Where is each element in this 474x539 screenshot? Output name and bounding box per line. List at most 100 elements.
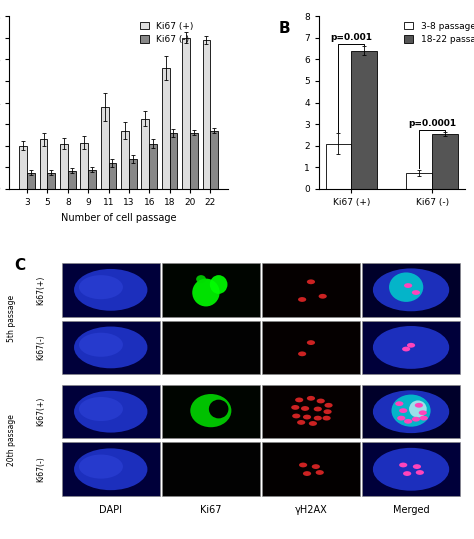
Circle shape	[402, 347, 410, 351]
Circle shape	[412, 290, 420, 295]
Circle shape	[323, 409, 332, 414]
Circle shape	[397, 416, 405, 420]
Bar	[262, 443, 360, 496]
Ellipse shape	[373, 448, 449, 490]
Circle shape	[303, 414, 311, 419]
Bar	[362, 263, 460, 316]
Bar	[141, 119, 149, 189]
Circle shape	[299, 462, 307, 467]
Circle shape	[312, 464, 320, 469]
Circle shape	[292, 413, 301, 418]
Bar	[162, 385, 260, 438]
Circle shape	[295, 397, 303, 402]
Circle shape	[395, 401, 403, 406]
Circle shape	[419, 416, 428, 420]
Circle shape	[413, 464, 421, 469]
Ellipse shape	[209, 399, 228, 418]
Bar	[121, 130, 129, 189]
Ellipse shape	[192, 279, 219, 307]
Bar	[68, 170, 75, 189]
Bar	[162, 443, 260, 496]
Bar	[129, 158, 137, 189]
Bar	[149, 143, 157, 189]
Circle shape	[307, 340, 315, 345]
Circle shape	[317, 398, 325, 403]
Text: Merged: Merged	[393, 506, 429, 515]
Circle shape	[307, 279, 315, 284]
Bar	[351, 51, 377, 189]
Bar	[406, 172, 432, 189]
Ellipse shape	[74, 327, 147, 368]
Circle shape	[291, 405, 300, 410]
Bar	[109, 163, 116, 189]
Circle shape	[407, 343, 415, 348]
Text: Ki67: Ki67	[200, 506, 221, 515]
Bar	[162, 68, 170, 189]
Circle shape	[307, 396, 315, 400]
Circle shape	[412, 417, 420, 421]
Circle shape	[416, 470, 424, 475]
X-axis label: Number of cell passage: Number of cell passage	[61, 212, 176, 223]
Bar	[362, 321, 460, 374]
Bar	[162, 263, 260, 316]
Text: Ki67(-): Ki67(-)	[36, 457, 45, 482]
Ellipse shape	[373, 390, 449, 433]
Text: 5th passage: 5th passage	[7, 295, 16, 342]
Ellipse shape	[373, 268, 449, 311]
Bar	[62, 443, 160, 496]
Bar	[182, 38, 190, 189]
Bar	[432, 134, 458, 189]
Bar	[162, 321, 260, 374]
Ellipse shape	[74, 448, 147, 490]
Bar	[88, 169, 96, 189]
Bar	[362, 443, 460, 496]
Bar	[27, 172, 35, 189]
Ellipse shape	[74, 269, 147, 310]
Circle shape	[298, 351, 306, 356]
Circle shape	[404, 419, 412, 424]
Ellipse shape	[190, 394, 231, 427]
Bar	[40, 139, 47, 189]
Bar	[170, 133, 177, 189]
Ellipse shape	[196, 275, 206, 283]
Text: 20th passage: 20th passage	[7, 414, 16, 466]
Text: B: B	[278, 22, 290, 36]
Bar	[101, 107, 109, 189]
Text: C: C	[14, 258, 25, 273]
Text: DAPI: DAPI	[99, 506, 122, 515]
Bar	[202, 40, 210, 189]
Text: γH2AX: γH2AX	[294, 506, 328, 515]
Circle shape	[309, 421, 317, 426]
Circle shape	[314, 416, 322, 420]
Circle shape	[399, 408, 407, 413]
Ellipse shape	[79, 454, 123, 479]
Circle shape	[314, 406, 322, 411]
Circle shape	[415, 403, 423, 407]
Circle shape	[322, 416, 331, 420]
Circle shape	[316, 470, 324, 475]
Circle shape	[298, 297, 306, 302]
Ellipse shape	[389, 272, 423, 302]
Circle shape	[303, 471, 311, 476]
Bar	[210, 130, 218, 189]
Bar	[326, 143, 351, 189]
Bar	[262, 263, 360, 316]
Circle shape	[301, 406, 309, 411]
Bar	[190, 133, 198, 189]
Ellipse shape	[79, 333, 123, 357]
Bar	[62, 321, 160, 374]
Ellipse shape	[409, 400, 427, 418]
Ellipse shape	[210, 275, 228, 294]
Ellipse shape	[74, 391, 147, 433]
Bar	[62, 385, 160, 438]
Bar	[60, 143, 68, 189]
Bar	[19, 146, 27, 189]
Circle shape	[403, 471, 411, 476]
Bar	[262, 321, 360, 374]
Circle shape	[297, 420, 305, 425]
Legend: Ki67 (+), Ki67 (-): Ki67 (+), Ki67 (-)	[139, 20, 194, 45]
Ellipse shape	[373, 326, 449, 369]
Circle shape	[404, 283, 412, 288]
Text: Ki67(-): Ki67(-)	[36, 335, 45, 360]
Bar	[62, 263, 160, 316]
